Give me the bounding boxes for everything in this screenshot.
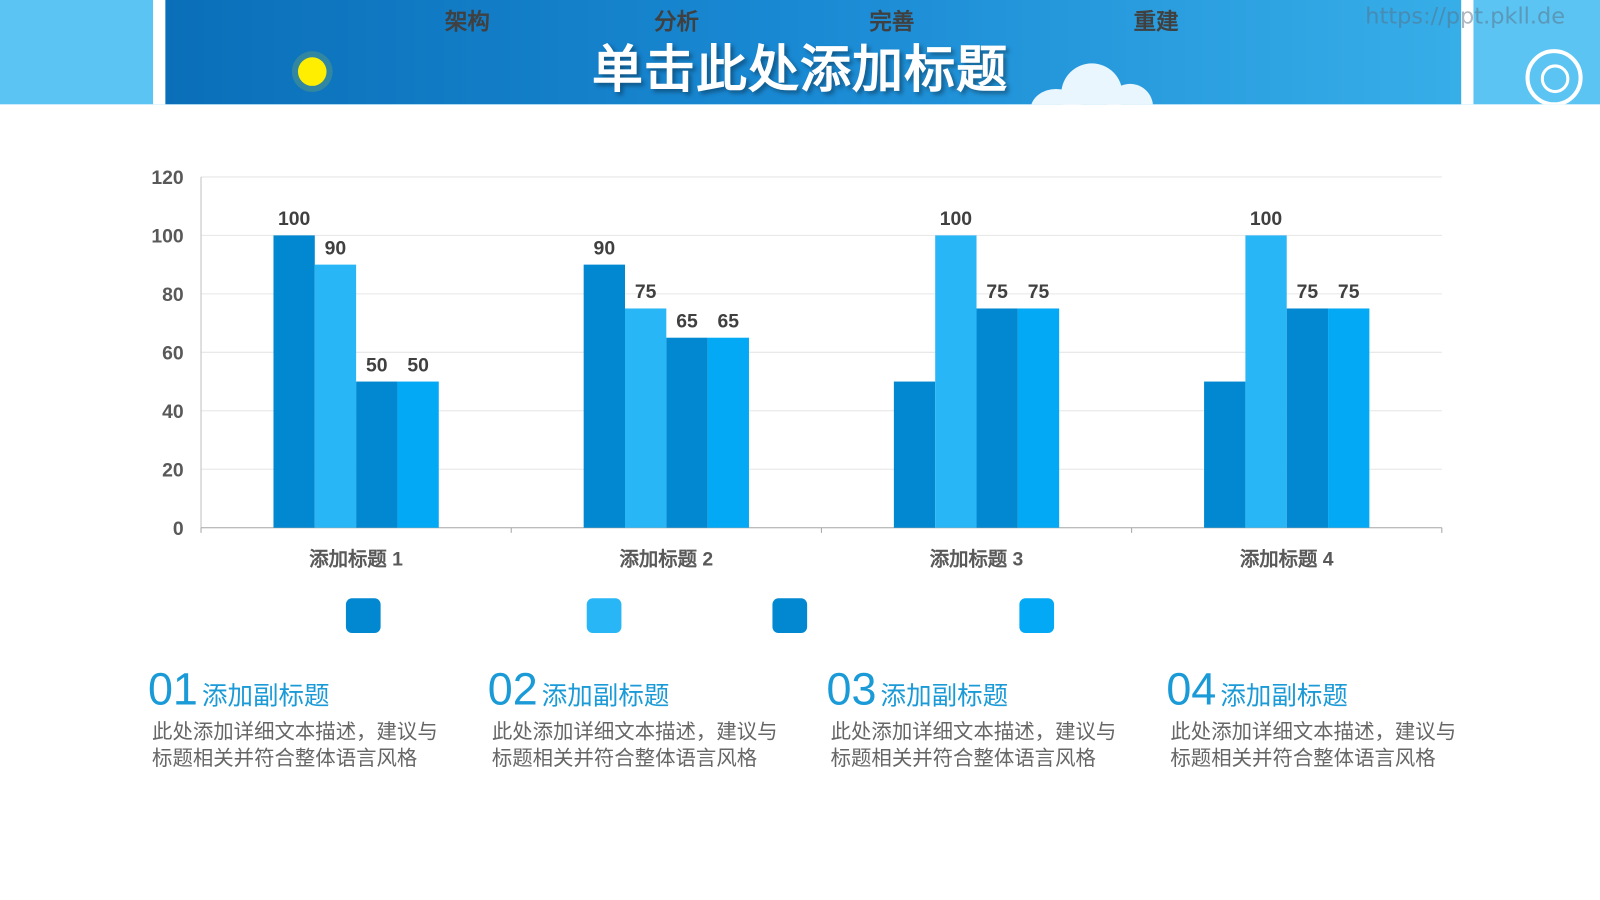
column-description[interactable]: 此处添加详细文本描述，建议与 标题相关并符合整体语言风格 [148, 718, 464, 771]
column-number: 03 [826, 664, 877, 715]
cloud-icon [1020, 63, 1154, 105]
x-tick-label: 添加标题 4 [1240, 548, 1334, 571]
y-tick-label: 20 [162, 459, 184, 481]
description-column: 02 添加副标题 此处添加详细文本描述，建议与 标题相关并符合整体语言风格 [488, 665, 804, 771]
y-tick-label: 40 [162, 401, 184, 423]
data-label: 90 [325, 237, 347, 259]
column-description[interactable]: 此处添加详细文本描述，建议与 标题相关并符合整体语言风格 [488, 718, 804, 771]
sun-icon [297, 57, 327, 86]
data-label: 100 [278, 208, 310, 230]
bar-2 [935, 235, 977, 528]
bar-3 [976, 308, 1018, 528]
description-line: 此处添加详细文本描述，建议与 [830, 718, 1117, 744]
bar-2 [314, 264, 357, 528]
data-label: 75 [1028, 281, 1050, 303]
page-title[interactable]: 单击此处添加标题 [591, 39, 1009, 100]
bar-1 [1204, 381, 1246, 528]
column-description[interactable]: 此处添加详细文本描述，建议与 标题相关并符合整体语言风格 [1166, 718, 1482, 771]
swirl-sun-icon [1525, 49, 1583, 105]
data-label: 75 [986, 281, 1008, 303]
legend-label: 重建 [1133, 10, 1179, 36]
description-line: 此处添加详细文本描述，建议与 [152, 718, 438, 744]
description-line: 此处添加详细文本描述，建议与 [1170, 718, 1457, 744]
legend-label: 完善 [869, 10, 915, 36]
column-heading: 03 添加副标题 [827, 665, 1143, 716]
bar-1 [893, 381, 936, 528]
description-line: 此处添加详细文本描述，建议与 [491, 718, 778, 744]
bar-1 [583, 264, 625, 528]
data-label: 100 [940, 208, 972, 230]
data-label: 50 [407, 354, 429, 376]
description-column: 04 添加副标题 此处添加详细文本描述，建议与 标题相关并符合整体语言风格 [1166, 665, 1482, 771]
y-tick-label: 60 [162, 342, 184, 364]
data-label: 100 [1250, 208, 1282, 230]
swirl-inner-icon [1540, 64, 1570, 94]
legend-swatch [1019, 598, 1055, 634]
column-subtitle[interactable]: 添加副标题 [541, 681, 670, 711]
bar-3 [666, 337, 708, 528]
legend-swatch [345, 598, 381, 634]
column-subtitle[interactable]: 添加副标题 [880, 681, 1009, 711]
watermark: https://ppt.pkll.de [1365, 4, 1566, 30]
bar-4 [1328, 308, 1370, 528]
bar-3 [1286, 308, 1329, 528]
data-label: 65 [676, 310, 698, 332]
legend-label: 分析 [654, 10, 699, 36]
header-banner: 单击此处添加标题 https://ppt.pkll.de [0, 0, 1600, 105]
bar-2 [1245, 235, 1287, 528]
legend-label: 架构 [444, 10, 490, 36]
y-tick-label: 0 [173, 518, 184, 540]
description-line: 标题相关并符合整体语言风格 [830, 745, 1096, 771]
x-tick-label: 添加标题 2 [620, 548, 714, 571]
data-label: 65 [718, 310, 740, 332]
description-column: 03 添加副标题 此处添加详细文本描述，建议与 标题相关并符合整体语言风格 [827, 665, 1143, 771]
column-subtitle[interactable]: 添加副标题 [201, 681, 330, 711]
legend-swatch [772, 598, 808, 634]
legend-swatch [586, 598, 622, 634]
x-tick-label: 添加标题 1 [309, 548, 403, 571]
bar-1 [273, 235, 315, 528]
description-line: 标题相关并符合整体语言风格 [491, 745, 758, 771]
column-number: 04 [1166, 664, 1217, 715]
bar-2 [624, 308, 667, 528]
data-label: 50 [366, 354, 388, 376]
bar-3 [356, 381, 398, 528]
y-tick-label: 80 [162, 284, 184, 306]
column-heading: 04 添加副标题 [1166, 665, 1482, 716]
column-heading: 02 添加副标题 [488, 665, 804, 716]
data-label: 90 [594, 237, 616, 259]
data-label: 75 [1297, 281, 1319, 303]
description-line: 标题相关并符合整体语言风格 [1170, 745, 1436, 771]
column-number: 02 [487, 664, 538, 715]
description-column: 01 添加副标题 此处添加详细文本描述，建议与 标题相关并符合整体语言风格 [148, 665, 464, 771]
bar-4 [397, 381, 439, 528]
column-description[interactable]: 此处添加详细文本描述，建议与 标题相关并符合整体语言风格 [827, 718, 1143, 771]
column-subtitle[interactable]: 添加副标题 [1220, 681, 1348, 711]
data-label: 75 [1338, 281, 1360, 303]
y-tick-label: 120 [151, 167, 183, 189]
column-number: 01 [147, 664, 198, 715]
x-tick-label: 添加标题 3 [930, 548, 1024, 571]
bar-chart: 0 20 40 60 80 100 120 添加标题 1 100 90 50 50 添加标题 2 90 75… [151, 167, 1443, 571]
data-label: 75 [635, 281, 657, 303]
bar-4 [1017, 308, 1060, 528]
y-tick-label: 100 [151, 226, 183, 248]
description-line: 标题相关并符合整体语言风格 [152, 745, 418, 771]
bar-4 [707, 337, 749, 528]
column-heading: 01 添加副标题 [148, 665, 464, 716]
